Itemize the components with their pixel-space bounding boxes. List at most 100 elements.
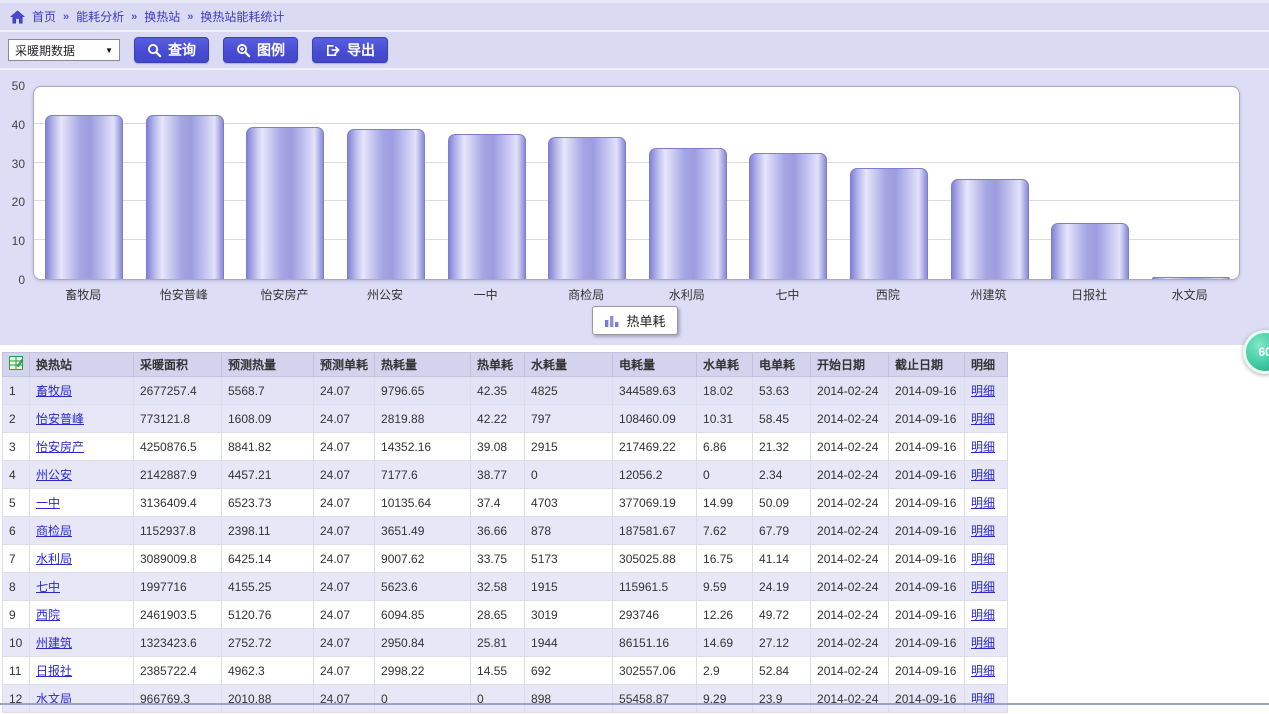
chart-bar[interactable] [849, 167, 928, 279]
query-button[interactable]: 查询 [134, 37, 209, 63]
detail-link[interactable]: 明细 [971, 440, 996, 454]
breadcrumb-item[interactable]: 换热站 [144, 10, 181, 24]
row-number: 10 [2, 628, 30, 657]
table-cell: 24.07 [312, 432, 376, 461]
table-row: 7 水利局 3089009.8 6425.14 24.07 9007.62 33.75 517… [2, 544, 1009, 573]
refresh-timer-badge[interactable]: 60 [1243, 330, 1269, 374]
home-icon[interactable] [10, 9, 25, 24]
table-cell: 3136409.4 [133, 488, 222, 517]
table-cell: 41.14 [752, 544, 812, 573]
detail-link[interactable]: 明细 [971, 412, 996, 426]
detail-link[interactable]: 明细 [971, 636, 996, 650]
station-link[interactable]: 七中 [36, 580, 61, 594]
table-cell: 16.75 [696, 544, 754, 573]
table-row: 1 畜牧局 2677257.4 5568.7 24.07 9796.65 42.35 4825… [2, 376, 1009, 405]
legend-button[interactable]: 图例 [223, 37, 298, 63]
column-header-9: 电单耗 [752, 352, 812, 377]
export-button[interactable]: 导出 [312, 37, 388, 63]
table-cell: 5568.7 [221, 376, 314, 405]
detail-link[interactable]: 明细 [971, 524, 996, 538]
table-cell: 2014-02-24 [810, 544, 890, 573]
chart-bar[interactable] [145, 115, 224, 279]
detail-link[interactable]: 明细 [971, 692, 996, 706]
table-cell: 27.12 [752, 628, 812, 657]
chart-y-label: 10 [11, 234, 25, 249]
chart-bar[interactable] [45, 114, 124, 279]
chart-plot [33, 86, 1240, 280]
period-select-value: 采暖期数据 [15, 43, 76, 58]
table-cell: 38.77 [470, 460, 526, 489]
station-link[interactable]: 水利局 [36, 552, 73, 566]
detail-link[interactable]: 明细 [971, 608, 996, 622]
detail-link[interactable]: 明细 [971, 580, 996, 594]
row-number: 7 [2, 544, 30, 573]
table-row: 6 商检局 1152937.8 2398.11 24.07 3651.49 36.66 878… [2, 516, 1009, 545]
column-header-3: 预测单耗 [312, 352, 376, 377]
chart-bar[interactable] [246, 127, 325, 279]
station-link[interactable]: 商检局 [36, 524, 73, 538]
table-cell: 24.07 [312, 656, 376, 685]
station-cell: 商检局 [29, 516, 134, 545]
table-cell: 3089009.8 [133, 544, 222, 573]
chart-bar[interactable] [950, 178, 1029, 279]
detail-link[interactable]: 明细 [971, 552, 996, 566]
station-link[interactable]: 州公安 [36, 468, 73, 482]
table-cell: 6425.14 [221, 544, 314, 573]
breadcrumb-item[interactable]: 能耗分析 [76, 10, 125, 24]
chart-bar[interactable] [1151, 277, 1230, 279]
table-cell: 2014-09-16 [888, 684, 966, 713]
table-cell: 9.29 [696, 684, 754, 713]
chart-bar[interactable] [648, 148, 727, 279]
station-cell: 州公安 [29, 460, 134, 489]
chart-bar[interactable] [447, 133, 526, 279]
station-cell: 畜牧局 [29, 376, 134, 405]
station-link[interactable]: 日报社 [36, 664, 73, 678]
table-cell: 24.07 [312, 628, 376, 657]
table-cell: 2014-09-16 [888, 572, 966, 601]
station-cell: 七中 [29, 572, 134, 601]
station-link[interactable]: 西院 [36, 608, 61, 622]
station-link[interactable]: 一中 [36, 496, 61, 510]
detail-link[interactable]: 明细 [971, 468, 996, 482]
station-cell: 水文局 [29, 684, 134, 713]
table-cell: 24.07 [312, 684, 376, 713]
table-cell: 4457.21 [221, 460, 314, 489]
bar-chart-icon [603, 314, 619, 328]
station-link[interactable]: 怡安普峰 [36, 412, 85, 426]
detail-cell: 明细 [964, 460, 1009, 489]
row-number: 2 [2, 404, 30, 433]
detail-link[interactable]: 明细 [971, 664, 996, 678]
chart-bar[interactable] [347, 128, 426, 279]
row-number: 11 [2, 656, 30, 685]
table-cell: 1608.09 [221, 404, 314, 433]
table-cell: 2915 [524, 432, 614, 461]
table-cell: 7.62 [696, 516, 754, 545]
chart-x-label: 州建筑 [970, 288, 1007, 302]
table-cell: 24.07 [312, 404, 376, 433]
table-cell: 377069.19 [612, 488, 698, 517]
detail-cell: 明细 [964, 516, 1009, 545]
station-link[interactable]: 州建筑 [36, 636, 73, 650]
chart-bar[interactable] [1051, 222, 1130, 279]
row-number: 8 [2, 572, 30, 601]
table-cell: 24.07 [312, 460, 376, 489]
table-row: 10 州建筑 1323423.6 2752.72 24.07 2950.84 25.81 19… [2, 628, 1009, 657]
chart-bar[interactable] [548, 136, 627, 279]
chart-y-label: 40 [11, 117, 25, 132]
table-cell: 6094.85 [374, 600, 472, 629]
station-link[interactable]: 怡安房产 [36, 440, 85, 454]
detail-link[interactable]: 明细 [971, 496, 996, 510]
station-link[interactable]: 畜牧局 [36, 384, 73, 398]
station-link[interactable]: 水文局 [36, 692, 73, 706]
breadcrumb-item[interactable]: 首页 [32, 10, 57, 24]
breadcrumb: 首页 » 能耗分析 » 换热站 » 换热站能耗统计 [32, 8, 284, 25]
chart-bar[interactable] [749, 152, 828, 279]
table-cell: 108460.09 [612, 404, 698, 433]
chart-x-label: 水利局 [668, 288, 705, 302]
column-header-0: 换热站 [29, 352, 134, 377]
table-cell: 5623.6 [374, 572, 472, 601]
period-select[interactable]: 采暖期数据 ▼ [8, 39, 120, 61]
chart-legend[interactable]: 热单耗 [591, 306, 678, 335]
detail-link[interactable]: 明细 [971, 384, 996, 398]
table-cell: 115961.5 [612, 572, 698, 601]
